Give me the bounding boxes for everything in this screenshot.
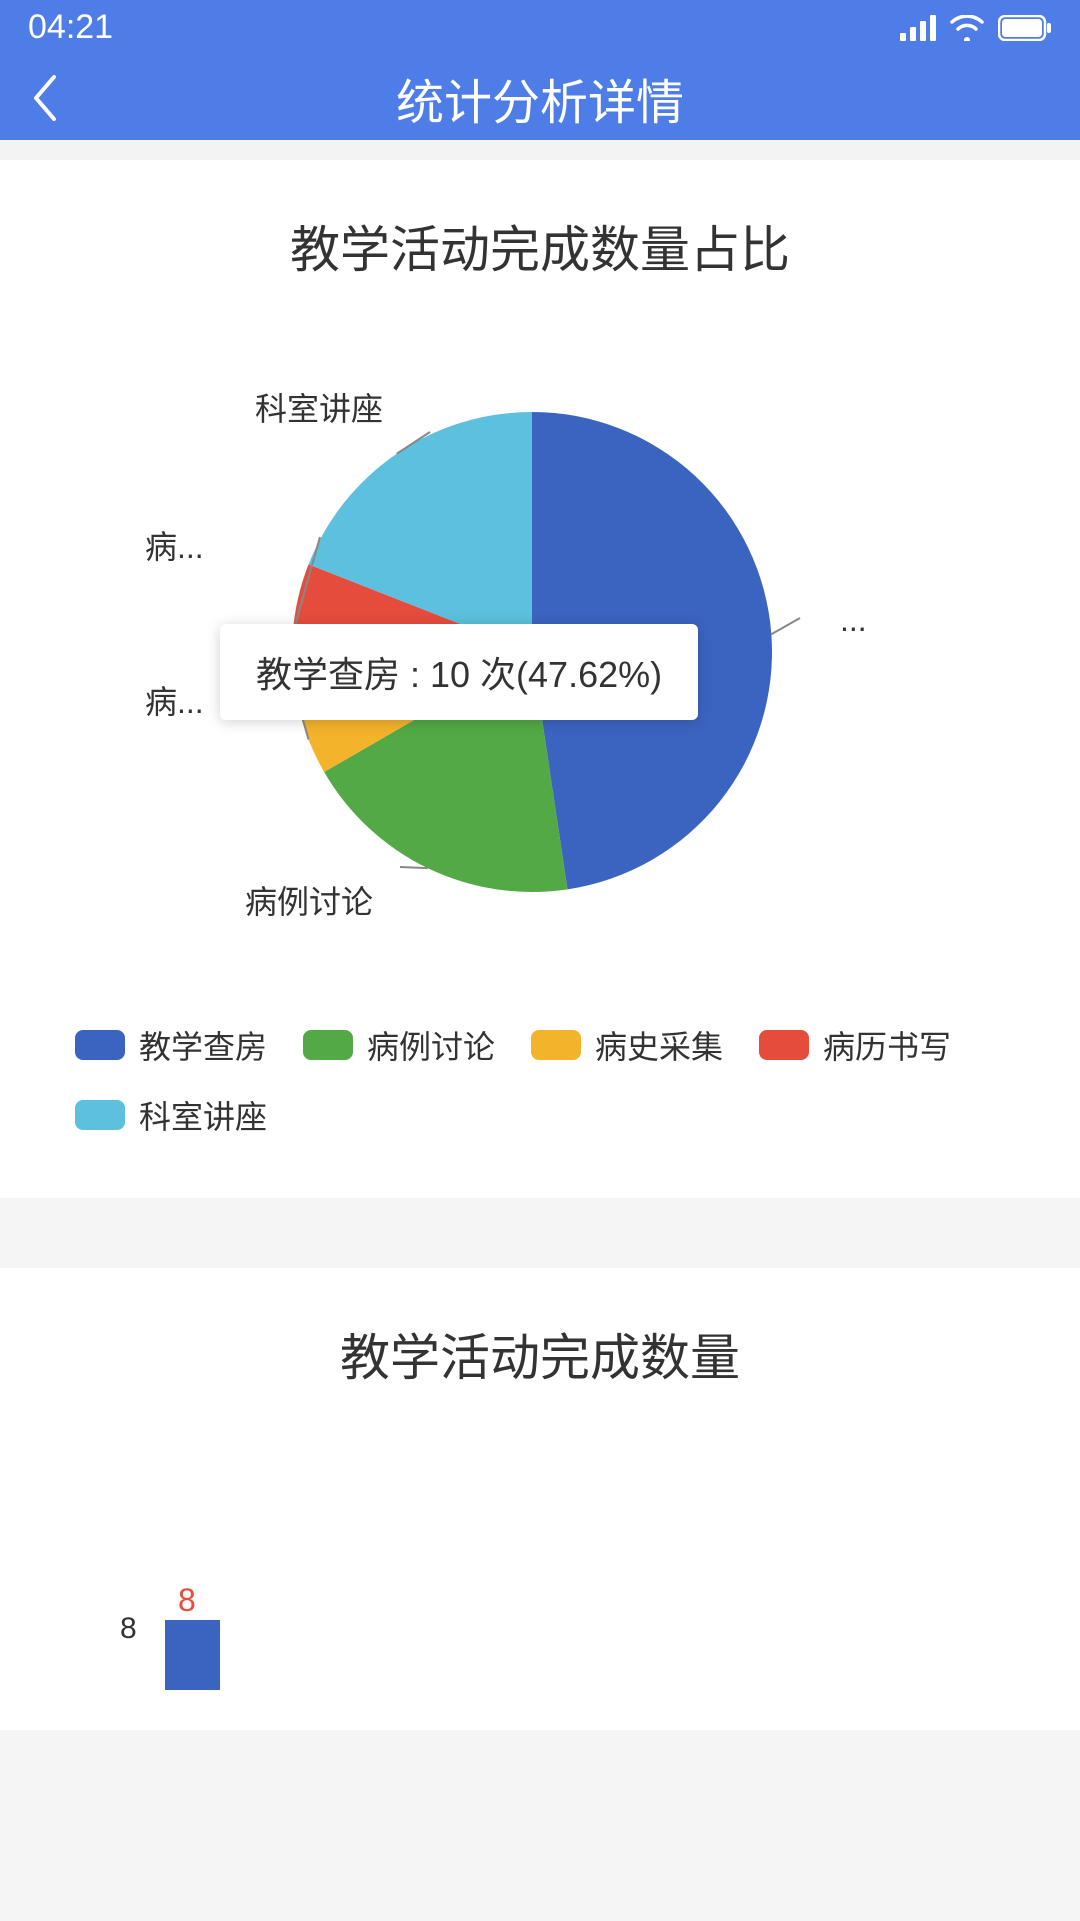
legend-label: 教学查房	[139, 1022, 267, 1068]
legend-item[interactable]: 教学查房	[75, 1022, 267, 1068]
pie-chart-card: 教学活动完成数量占比 教学查房 : 10 次(47.62%) ... 病例讨论 病.…	[0, 160, 1080, 1198]
pie-slice-label: 病...	[145, 677, 204, 723]
legend-item[interactable]: 病历书写	[759, 1022, 951, 1068]
pie-tooltip: 教学查房 : 10 次(47.62%)	[220, 624, 698, 720]
legend-label: 病例讨论	[367, 1022, 495, 1068]
bar-chart-card: 教学活动完成数量 8 8	[0, 1268, 1080, 1730]
bar-chart[interactable]: 8 8	[0, 1550, 1080, 1690]
bar-y-tick: 8	[120, 1612, 137, 1646]
bar-chart-title: 教学活动完成数量	[0, 1318, 1080, 1390]
status-bar: 04:21	[0, 0, 1080, 55]
tooltip-text: 教学查房 : 10 次(47.62%)	[256, 654, 662, 695]
legend-swatch	[75, 1100, 125, 1130]
pie-leader-line	[400, 867, 428, 868]
page-title: 统计分析详情	[0, 63, 1080, 133]
pie-slice-label: 病...	[145, 522, 204, 568]
signal-icon	[900, 15, 936, 41]
pie-leader-line	[771, 618, 800, 634]
legend-item[interactable]: 病史采集	[531, 1022, 723, 1068]
separator	[0, 140, 1080, 160]
legend-swatch	[303, 1030, 353, 1060]
legend-swatch	[75, 1030, 125, 1060]
legend-swatch	[759, 1030, 809, 1060]
status-time: 04:21	[28, 8, 113, 47]
bar-rect	[165, 1620, 220, 1690]
legend-label: 科室讲座	[139, 1092, 267, 1138]
legend-item[interactable]: 科室讲座	[75, 1092, 267, 1138]
pie-chart[interactable]: 教学查房 : 10 次(47.62%) ... 病例讨论 病... 病... 科室讲座	[0, 372, 1080, 932]
nav-bar: 统计分析详情	[0, 55, 1080, 140]
pie-slice-label: 科室讲座	[255, 384, 383, 430]
battery-icon	[998, 15, 1052, 41]
pie-slice-label: 病例讨论	[245, 877, 373, 923]
wifi-icon	[950, 15, 984, 41]
pie-chart-title: 教学活动完成数量占比	[0, 210, 1080, 282]
pie-slice-label: ...	[840, 602, 867, 639]
status-icons	[900, 15, 1052, 41]
pie-legend: 教学查房 病例讨论 病史采集 病历书写科室讲座	[0, 1022, 1080, 1198]
back-button[interactable]	[20, 73, 70, 123]
legend-label: 病史采集	[595, 1022, 723, 1068]
chevron-left-icon	[30, 73, 60, 123]
legend-label: 病历书写	[823, 1022, 951, 1068]
legend-swatch	[531, 1030, 581, 1060]
bar-value-label: 8	[178, 1582, 196, 1619]
legend-item[interactable]: 病例讨论	[303, 1022, 495, 1068]
